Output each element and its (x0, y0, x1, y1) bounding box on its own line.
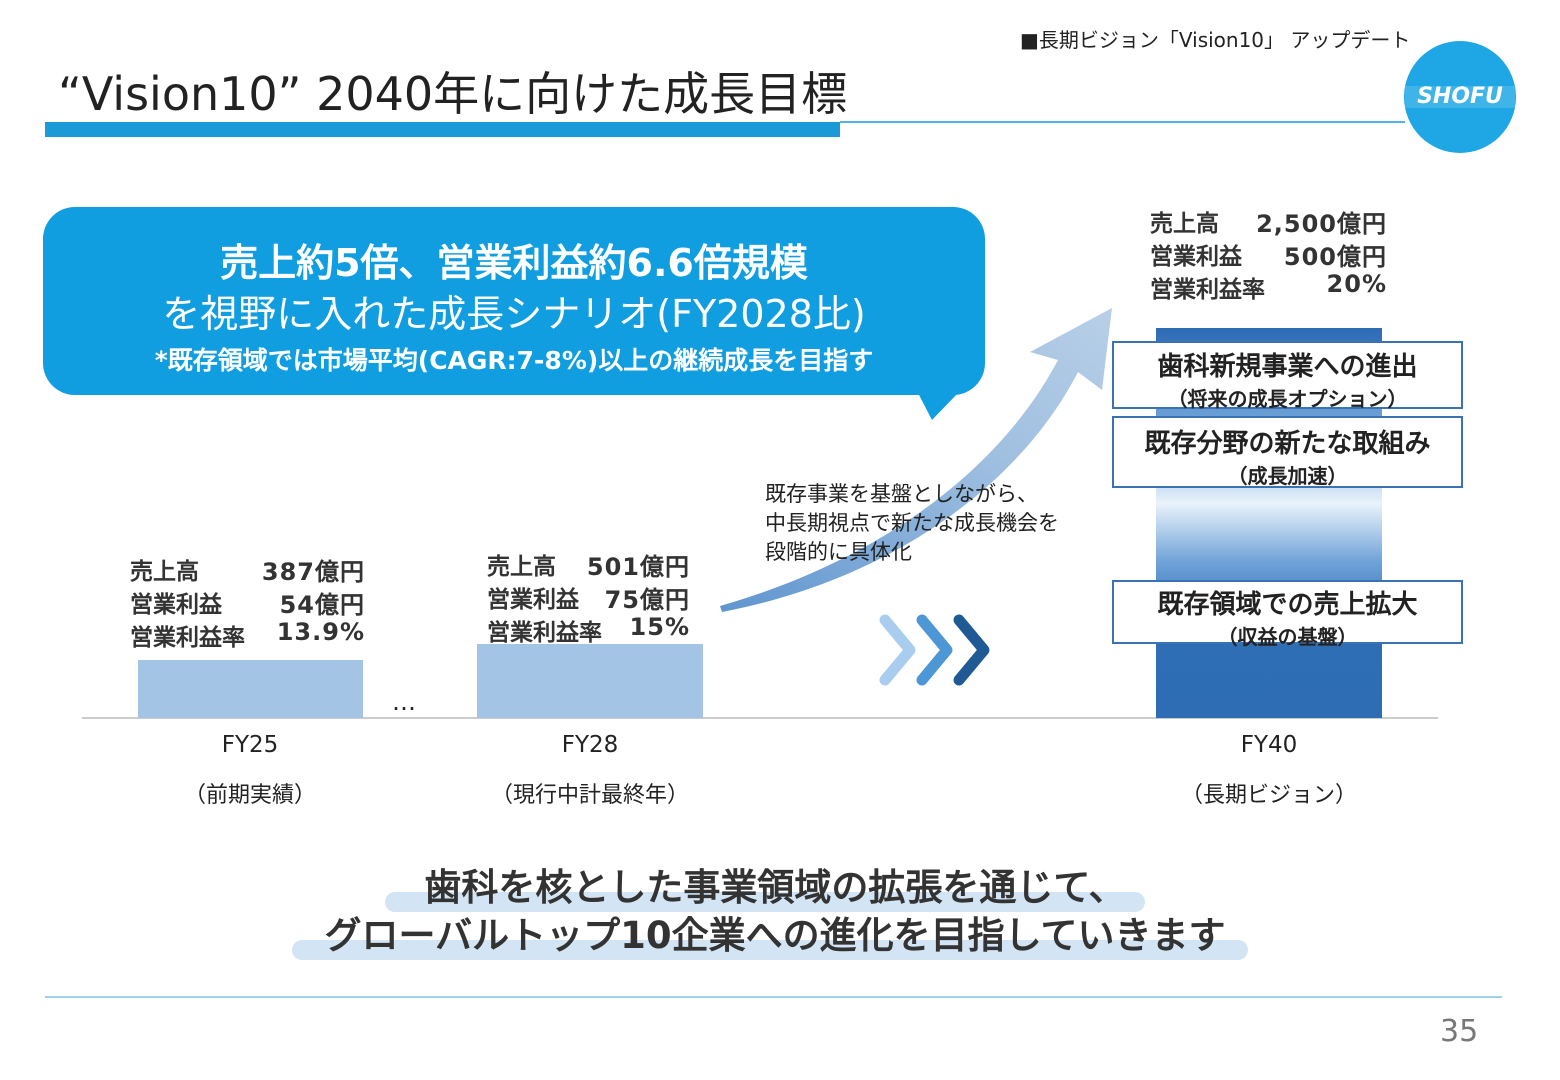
box-sub: （収益の基盤） (1217, 625, 1358, 649)
logo-circle (1404, 41, 1516, 153)
highlight (292, 940, 1248, 960)
bar-fy28 (477, 644, 703, 718)
metric-value: 2,500億円 (1256, 210, 1387, 238)
callout-tail (918, 393, 958, 420)
metric-value: 75億円 (604, 586, 690, 614)
callout-box (43, 207, 985, 395)
box-text: 歯科新規事業への進出 （将来の成長オプション） (1113, 346, 1462, 412)
box (1112, 341, 1463, 409)
message: 歯科を核とした事業領域の拡張を通じて、 グローバルトップ10企業への進化を目指し… (0, 864, 1550, 960)
box-title: 既存領域での売上拡大 (1157, 590, 1418, 620)
box-title: 歯科新規事業への進出 (1157, 352, 1418, 382)
metric-value: 501億円 (586, 553, 690, 581)
metric-value: 20% (1326, 270, 1387, 298)
callout-line: を視野に入れた成長シナリオ(FY2028比) (162, 292, 866, 336)
bar-fy25 (138, 660, 363, 718)
callout-note: *既存領域では市場平均(CAGR:7-8%)以上の継続成長を目指す (154, 346, 874, 375)
axis-label: FY25 (221, 732, 279, 758)
section-label: ■長期ビジョン「Vision10」 アップデート (1020, 28, 1411, 52)
metric-label: 営業利益率 (487, 620, 602, 646)
highlight (385, 892, 1145, 912)
page-number: 35 (1440, 1014, 1479, 1049)
metric-label: 営業利益 (1150, 244, 1242, 270)
metric-value: 387億円 (261, 558, 365, 586)
ellipsis: … (392, 688, 416, 716)
box-sub: （将来の成長オプション） (1167, 387, 1408, 411)
arrow-text: 既存事業を基盤としながら、 中長期視点で新たな成長機会を 段階的に具体化 (765, 480, 1059, 567)
metric-value: 13.9% (276, 618, 365, 646)
growth-arrow (720, 308, 1112, 612)
arrow-line: 段階的に具体化 (765, 540, 912, 564)
metric-label: 営業利益 (487, 587, 579, 613)
metric-label: 営業利益 (130, 592, 222, 618)
metric-label: 売上高 (130, 559, 199, 585)
metric-label: 売上高 (487, 554, 556, 580)
logo-band (1405, 86, 1515, 108)
box-sub: （成長加速） (1227, 464, 1348, 488)
metric-label: 営業利益率 (130, 625, 245, 651)
box (1112, 580, 1463, 644)
box-text: 既存領域での売上拡大 （収益の基盤） (1113, 584, 1462, 650)
axis-label: FY40 (1240, 732, 1298, 758)
axis-sublabel: （現行中計最終年） (490, 783, 689, 808)
arrow-line: 中長期視点で新たな成長機会を (765, 511, 1059, 535)
message-line: グローバルトップ10企業への進化を目指していきます (324, 914, 1226, 957)
title-bar (45, 122, 840, 137)
chevrons (879, 614, 990, 686)
logo: SHOFU (1417, 84, 1503, 109)
box (1112, 416, 1463, 488)
axis-sublabel: （長期ビジョン） (1180, 783, 1357, 808)
box-title: 既存分野の新たな取組み (1144, 429, 1431, 459)
message-line: 歯科を核とした事業領域の拡張を通じて、 (424, 866, 1126, 909)
chevron (916, 614, 953, 686)
box-text: 既存分野の新たな取組み （成長加速） (1113, 423, 1462, 489)
metric-value: 54億円 (279, 591, 365, 619)
metric-label: 売上高 (1150, 211, 1219, 237)
chevron (879, 614, 916, 686)
arrow-line: 既存事業を基盤としながら、 (765, 482, 1038, 506)
axis-sublabel: （前期実績） (183, 783, 316, 808)
metric-value: 500億円 (1283, 243, 1387, 271)
metric-value: 15% (629, 613, 690, 641)
chevron (953, 614, 990, 686)
axis-label: FY28 (561, 732, 619, 758)
metric-label: 営業利益率 (1150, 277, 1265, 303)
title: “Vision10” 2040年に向けた成長目標 (58, 67, 848, 121)
callout-line: 売上約5倍、営業利益約6.6倍規模 (220, 241, 808, 285)
